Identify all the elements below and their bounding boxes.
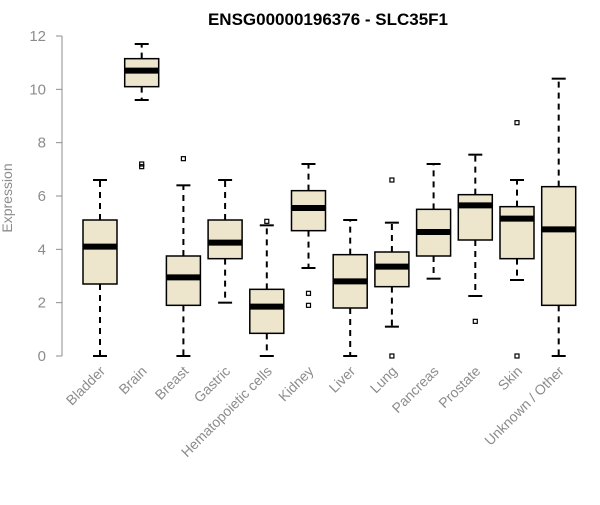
x-tick-label: Kidney (275, 363, 317, 405)
x-tick-label: Unknown / Other (481, 363, 567, 449)
x-tick-label: Lung (367, 363, 400, 396)
box-gastric (207, 179, 243, 304)
y-axis-label: Expression (0, 163, 15, 232)
y-tick-label: 6 (38, 188, 46, 205)
iqr-box (207, 219, 243, 260)
outlier-point (139, 161, 145, 167)
box-liver (332, 219, 368, 357)
outlier-point (180, 156, 186, 162)
x-tick-label: Liver (326, 363, 359, 396)
box-pancreas (415, 163, 452, 280)
outlier-point (305, 290, 312, 296)
iqr-box (457, 193, 494, 241)
y-axis: 0 2 4 6 8 10 12 (29, 28, 63, 365)
x-tick-label: Bladder (63, 363, 109, 409)
y-tick-label: 10 (29, 81, 46, 98)
x-tick-label: Skin (495, 363, 526, 394)
outlier-point (389, 353, 395, 359)
outlier-point (472, 318, 478, 324)
x-tick-label: Breast (152, 363, 192, 403)
boxes-group (82, 43, 577, 359)
iqr-box (249, 288, 285, 335)
iqr-box (499, 205, 535, 260)
x-tick-label: Brain (115, 363, 149, 397)
box-brain (123, 43, 160, 170)
box-hematopoietic-cells (249, 218, 285, 357)
box-prostate (457, 153, 494, 324)
box-kidney (290, 163, 327, 308)
box-bladder (82, 179, 118, 357)
box-skin (499, 120, 535, 359)
box-unknown-other (540, 77, 577, 357)
outlier-point (514, 353, 520, 359)
y-tick-label: 4 (38, 241, 46, 258)
box-breast (165, 156, 202, 357)
outlier-point (264, 218, 270, 224)
outlier-point (139, 164, 145, 170)
iqr-box (82, 219, 118, 285)
outlier-point (305, 302, 312, 308)
chart-title: ENSG00000196376 - SLC35F1 (208, 10, 448, 29)
x-tick-label: Prostate (435, 363, 483, 411)
iqr-box (165, 255, 202, 307)
y-tick-label: 0 (38, 348, 46, 365)
outlier-point (514, 120, 520, 126)
outlier-point (389, 177, 395, 183)
iqr-box (540, 185, 577, 307)
y-tick-label: 8 (38, 135, 46, 152)
y-tick-label: 12 (29, 28, 46, 45)
y-tick-label: 2 (38, 295, 46, 312)
box-lung (374, 177, 410, 359)
